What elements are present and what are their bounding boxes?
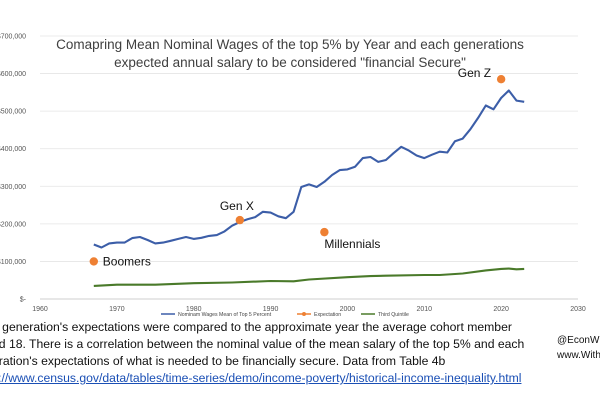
y-tick-label: $600,000 (0, 71, 26, 78)
x-tick-label: 2000 (340, 306, 356, 313)
source-link[interactable]: s://www.census.gov/data/tables/time-seri… (0, 371, 522, 385)
y-tick-label: $200,000 (0, 221, 26, 228)
generation-label: Boomers (103, 254, 151, 268)
x-tick-label: 1990 (263, 306, 279, 313)
series-line-nominam-wages-mean-of-top-5-percent (93, 89, 525, 249)
y-tick-label: $300,000 (0, 184, 26, 191)
legend-label-expectation: Expectation (314, 312, 341, 318)
expectation-point (235, 215, 245, 225)
caption-line-1: h generation's expectations were compare… (0, 320, 512, 334)
x-tick-label: 1960 (32, 306, 48, 313)
legend-label-top5: Nominam Wages Mean of Top 5 Percent (178, 312, 272, 318)
y-tick-label: $400,000 (0, 146, 26, 153)
x-tick-label: 1980 (186, 306, 202, 313)
chart: $- $100,000 $200,000 $300,000 $400,000 $500,0… (0, 34, 586, 319)
gridlines (40, 35, 578, 300)
caption-line-3: eration's expectations of what is needed… (0, 354, 446, 368)
x-tick-label: 2020 (493, 306, 509, 313)
caption-line-2: ed 18. There is a correlation between th… (0, 337, 525, 351)
series-layer: Boomers Gen X Millennials Gen Z (89, 66, 525, 287)
legend: Nominam Wages Mean of Top 5 Percent Expe… (161, 312, 409, 318)
generation-label: Gen Z (458, 66, 491, 80)
y-tick-label: $- (20, 297, 27, 304)
chart-title-line-1: Comapring Mean Nominal Wages of the top … (56, 37, 524, 52)
y-tick-label: $100,000 (0, 259, 26, 266)
author-handle: @EconWit www.With (557, 333, 600, 363)
axis-ticks: $- $100,000 $200,000 $300,000 $400,000 $500,0… (0, 34, 586, 314)
expectation-point (496, 75, 506, 84)
y-tick-label: $700,000 (0, 34, 26, 41)
series-line-third-quintile (93, 267, 525, 287)
chart-title-line-2: expected annual salary to be considered … (114, 55, 466, 70)
generation-label: Millennials (324, 237, 380, 251)
expectation-point (89, 257, 99, 266)
handle-line-2: www.With (557, 350, 600, 361)
legend-label-third-quintile: Third Quintile (378, 312, 409, 318)
handle-line-1: @EconWit (557, 335, 600, 346)
generation-label: Gen X (220, 199, 254, 213)
legend-marker-expectation (302, 312, 306, 316)
expectation-point (320, 227, 329, 237)
x-tick-label: 2010 (416, 306, 432, 313)
caption: h generation's expectations were compare… (0, 319, 552, 387)
y-tick-label: $500,000 (0, 109, 26, 116)
x-tick-label: 1970 (109, 306, 125, 313)
x-tick-label: 2030 (570, 306, 586, 313)
